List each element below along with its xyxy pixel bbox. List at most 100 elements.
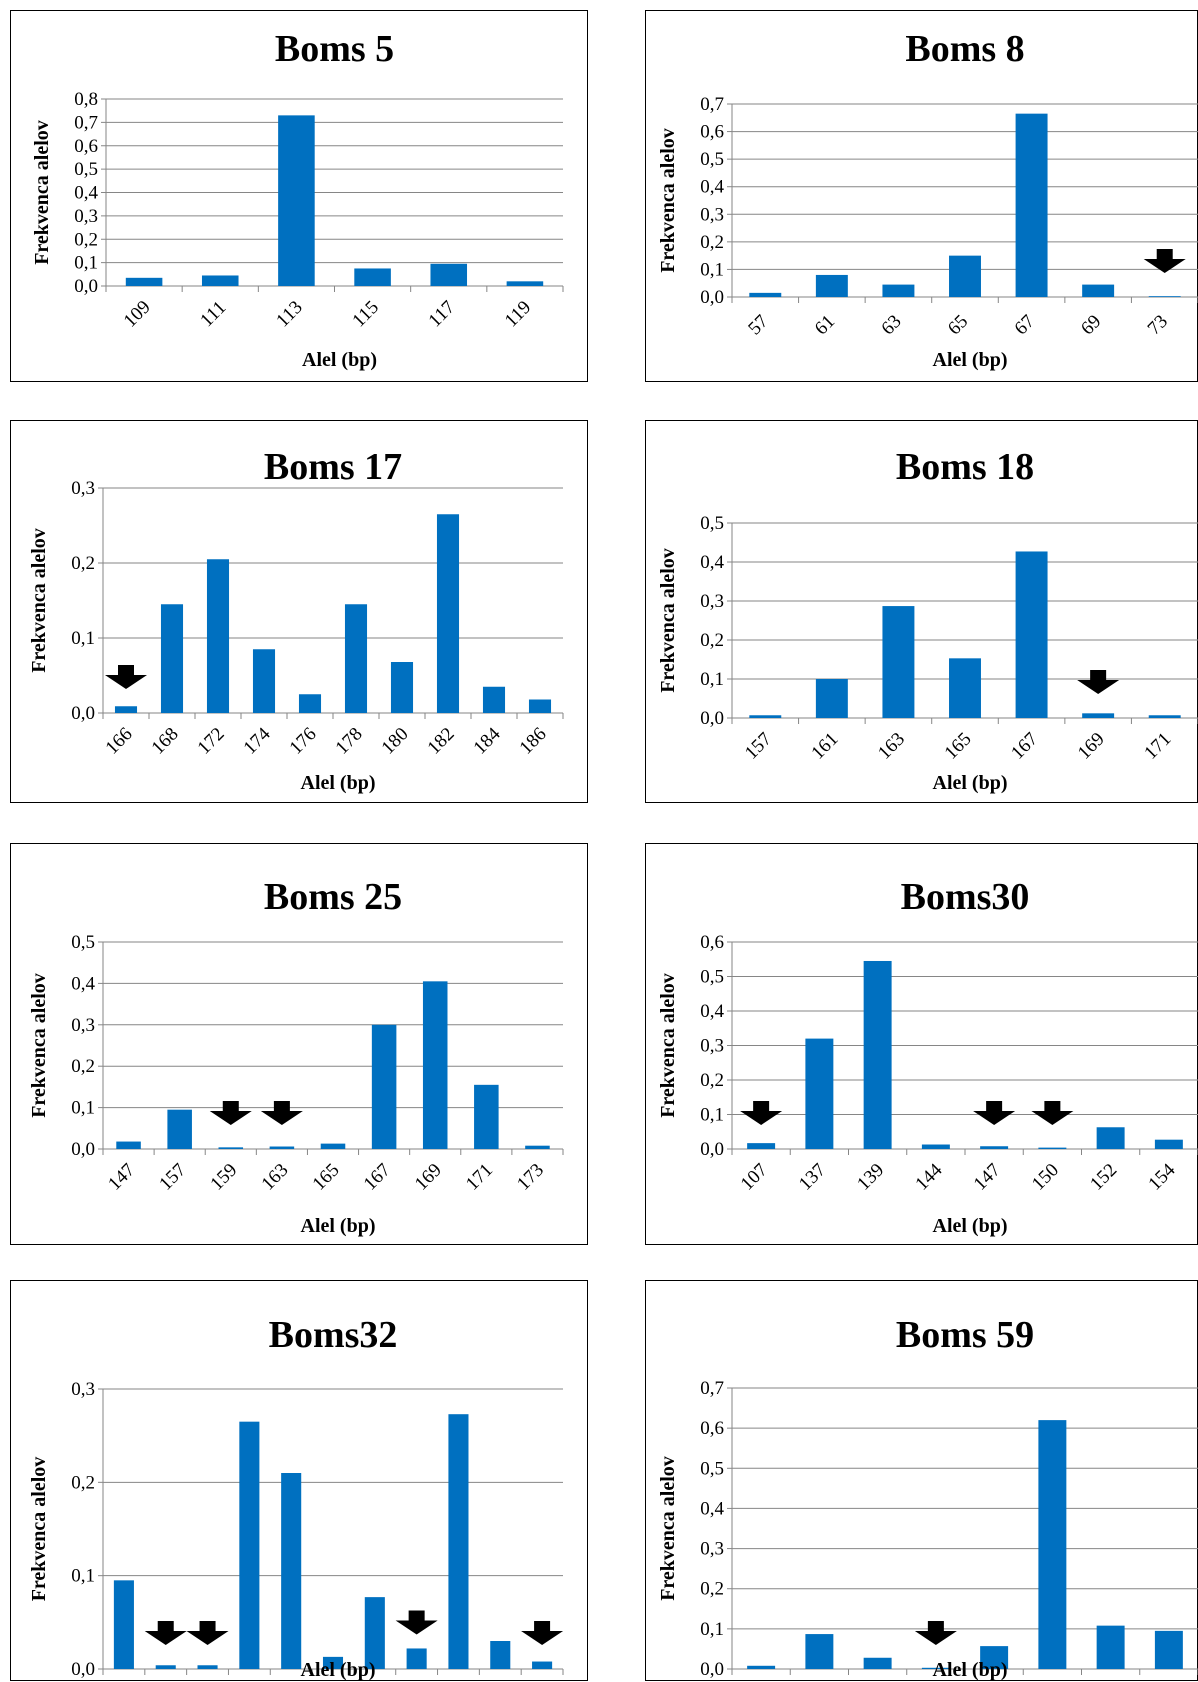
x-axis-label: Alel (bp): [302, 349, 377, 371]
y-tick-label: 0,2: [71, 1056, 95, 1077]
x-tick-label: 163: [257, 1160, 292, 1195]
bar: [863, 1657, 892, 1669]
bar: [747, 1665, 776, 1669]
bar: [167, 1109, 192, 1149]
y-tick-label: 0,0: [700, 708, 724, 729]
bar: [1148, 715, 1181, 718]
x-tick-label: 167: [1007, 729, 1042, 764]
x-tick-label: 69: [1077, 311, 1105, 339]
bar: [113, 1580, 134, 1669]
x-tick-label: 184: [470, 723, 505, 758]
x-tick-label: 61: [811, 311, 839, 339]
bar: [1096, 1127, 1125, 1149]
chart-svg: Boms30 0,0 0,1 0,2 0,3 0,4 0,5 0,6 Frekvenca ale…: [657, 876, 1198, 1237]
y-tick-label: 0,2: [74, 229, 98, 250]
chart-panel: Boms 18 0,0 0,1 0,2 0,3 0,4 0,5 Frekvenca alelo…: [645, 420, 1198, 803]
bar: [320, 1143, 346, 1149]
y-tick-label: 0,2: [71, 1472, 95, 1493]
y-tick-label: 0,6: [700, 122, 724, 143]
x-tick-label: 150: [1028, 1160, 1063, 1195]
bar: [980, 1146, 1009, 1149]
bar: [1096, 1625, 1125, 1669]
y-axis-label: Frekvenca alelov: [657, 1456, 679, 1601]
y-tick-label: 0,2: [700, 630, 724, 651]
chart-title: Boms 59: [896, 1314, 1034, 1356]
y-axis-label: Frekvenca alelov: [657, 973, 679, 1118]
bar: [747, 1143, 776, 1149]
x-axis-label: Alel (bp): [933, 1659, 1008, 1681]
bar: [269, 1146, 295, 1149]
y-tick-label: 0,4: [71, 973, 95, 994]
y-tick-label: 0,5: [700, 513, 724, 534]
y-axis-label: Frekvenca alelov: [28, 528, 50, 673]
y-tick-label: 0,0: [700, 287, 724, 308]
bar: [239, 1421, 260, 1669]
y-tick-label: 0,4: [700, 552, 724, 573]
y-axis-label: Frekvenca alelov: [657, 128, 679, 273]
x-tick-label: 152: [1086, 1160, 1121, 1195]
y-tick-label: 0,6: [74, 136, 98, 157]
y-tick-label: 0,4: [700, 177, 724, 198]
x-tick-label: 73: [1144, 311, 1172, 339]
bar: [298, 694, 322, 713]
x-tick-label: 147: [104, 1160, 139, 1195]
x-tick-label: 168: [148, 724, 183, 759]
x-tick-label: 157: [155, 1160, 190, 1195]
y-tick-label: 0,3: [700, 1539, 724, 1560]
bar: [344, 604, 368, 713]
x-tick-label: 115: [348, 297, 383, 332]
bar: [436, 514, 460, 713]
chart-title: Boms32: [269, 1314, 398, 1356]
y-tick-label: 0,3: [700, 204, 724, 225]
chart-panel: Boms 5 0,0 0,1 0,2 0,3 0,4 0,5 0,6 0,7 0,8 Frekven…: [10, 10, 588, 382]
x-tick-label: 119: [501, 297, 536, 332]
x-tick-label: 57: [744, 311, 772, 339]
bar: [218, 1147, 244, 1149]
x-tick-label: 113: [272, 297, 307, 332]
chart-title: Boms 25: [264, 876, 402, 918]
bar: [921, 1667, 950, 1669]
x-tick-label: 137: [795, 1160, 830, 1195]
y-tick-label: 0,2: [700, 1070, 724, 1091]
chart-panel: Boms30 0,0 0,1 0,2 0,3 0,4 0,5 0,6 Frekvenca ale…: [645, 843, 1198, 1245]
bar: [114, 706, 138, 713]
bar: [749, 715, 782, 718]
bar: [448, 1414, 469, 1669]
y-tick-label: 0,0: [71, 703, 95, 724]
down-arrow-icon: [521, 1621, 564, 1645]
bar: [1015, 551, 1048, 718]
chart-panel: Boms 25 0,0 0,1 0,2 0,3 0,4 0,5 Frekvenca alelo…: [10, 843, 588, 1245]
x-axis-label: Alel (bp): [933, 1215, 1008, 1237]
y-tick-label: 0,0: [700, 1139, 724, 1160]
y-tick-label: 0,1: [71, 1098, 95, 1119]
y-tick-label: 0,4: [700, 1001, 724, 1022]
bar: [1038, 1420, 1067, 1669]
down-arrow-icon: [209, 1101, 252, 1125]
bar: [749, 292, 782, 297]
x-tick-label: 171: [462, 1160, 497, 1195]
x-tick-label: 107: [737, 1160, 772, 1195]
x-tick-label: 144: [911, 1159, 946, 1194]
bar: [1148, 296, 1181, 297]
x-axis-label: Alel (bp): [933, 772, 1008, 794]
y-tick-label: 0,3: [74, 206, 98, 227]
x-tick-label: 63: [877, 311, 905, 339]
bar: [281, 1473, 302, 1669]
y-tick-label: 0,7: [74, 112, 98, 133]
down-arrow-icon: [395, 1610, 438, 1635]
chart-title: Boms 5: [275, 28, 394, 70]
bar: [863, 960, 892, 1149]
y-tick-label: 0,2: [700, 232, 724, 253]
x-tick-label: 165: [309, 1160, 344, 1195]
x-axis-label: Alel (bp): [933, 349, 1008, 371]
y-tick-label: 0,1: [700, 1105, 724, 1126]
y-tick-label: 0,3: [700, 591, 724, 612]
chart-svg: Boms 59 0,0 0,1 0,2 0,3 0,4 0,5 0,6 0,7 Frekvenca…: [657, 1314, 1198, 1682]
bar: [474, 1084, 499, 1149]
bar: [160, 604, 184, 713]
y-tick-label: 0,1: [71, 628, 95, 649]
down-arrow-icon: [260, 1101, 303, 1125]
y-axis-label: Frekvenca alelov: [28, 973, 50, 1118]
bar: [390, 662, 414, 713]
